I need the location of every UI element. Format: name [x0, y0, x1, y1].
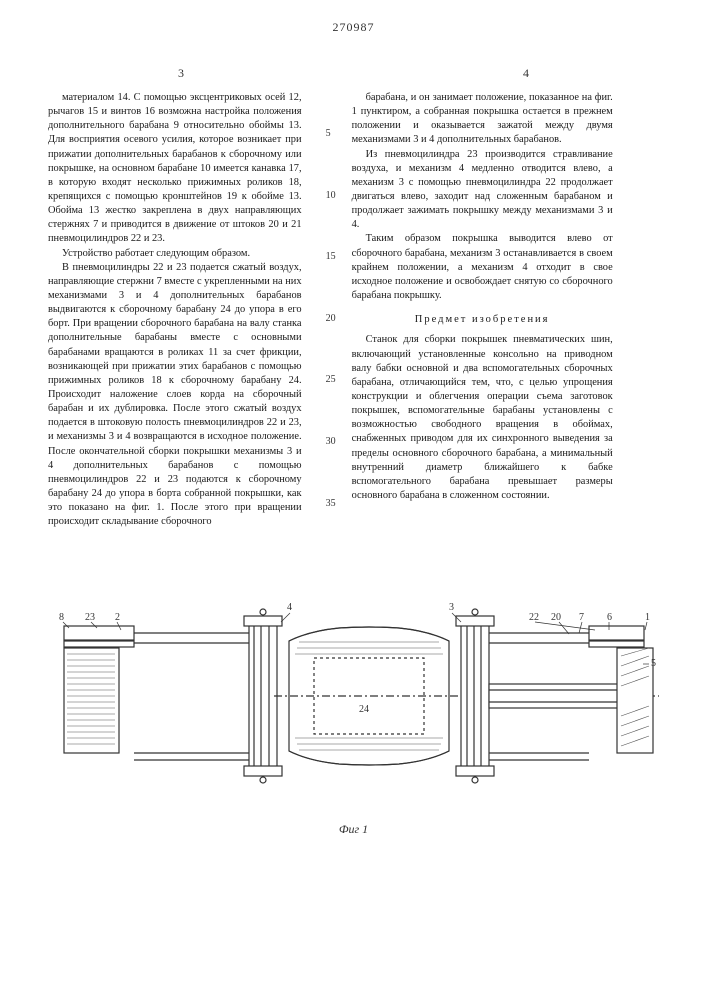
svg-text:22: 22	[529, 612, 539, 623]
svg-text:20: 20	[551, 612, 561, 623]
right-para-2: Из пневмоцилиндра 23 производится стравл…	[352, 148, 613, 233]
left-para-1: материалом 14. С помощью эксцентриковых …	[48, 91, 302, 247]
margin-line-numbers: 5 10 15 20 25 30 35	[326, 91, 344, 558]
svg-text:4: 4	[287, 602, 292, 613]
claim-paragraph: Станок для сборки покрышек пневматически…	[352, 333, 613, 503]
patent-page: 270987 3 4 материалом 14. С помощью эксц…	[0, 0, 707, 886]
page-header: 270987	[48, 18, 659, 36]
margin-num-10: 10	[326, 189, 344, 203]
left-column: материалом 14. С помощью эксцентриковых …	[48, 91, 302, 558]
margin-num-20: 20	[326, 312, 344, 326]
body-text-columns: материалом 14. С помощью эксцентриковых …	[48, 91, 659, 558]
margin-num-35: 35	[326, 497, 344, 511]
svg-text:8: 8	[59, 612, 64, 623]
right-column: 5 10 15 20 25 30 35 барабана, и он заним…	[326, 91, 613, 558]
right-column-text: барабана, и он занимает положение, показ…	[352, 91, 613, 558]
svg-text:5: 5	[651, 658, 656, 669]
margin-num-5: 5	[326, 127, 344, 141]
svg-text:3: 3	[449, 602, 454, 613]
figure-1-drawing: 8 23 2 4 3 24 22 20 7 6 1 5	[48, 586, 659, 816]
left-para-3: В пневмоцилиндры 22 и 23 подается сжатый…	[48, 261, 302, 530]
figure-1-caption: Фиг 1	[48, 822, 659, 837]
margin-num-30: 30	[326, 435, 344, 449]
right-para-3: Таким образом покрышка выводится влево о…	[352, 232, 613, 303]
margin-num-15: 15	[326, 250, 344, 264]
margin-num-25: 25	[326, 373, 344, 387]
svg-text:2: 2	[115, 612, 120, 623]
patent-number: 270987	[333, 20, 375, 34]
left-para-2: Устройство работает следующим образом.	[48, 247, 302, 261]
svg-text:7: 7	[579, 612, 584, 623]
col-number-left: 3	[178, 66, 184, 81]
right-para-1: барабана, и он занимает положение, показ…	[352, 91, 613, 148]
figure-caption-text: Фиг 1	[339, 822, 368, 836]
column-numbers-row: 3 4	[48, 66, 659, 81]
svg-text:23: 23	[85, 612, 95, 623]
claim-text: Станок для сборки покрышек пневматически…	[352, 334, 613, 501]
col-number-right: 4	[523, 66, 529, 81]
svg-text:24: 24	[359, 704, 369, 715]
svg-text:1: 1	[645, 612, 650, 623]
claims-section-title: Предмет изобретения	[352, 313, 613, 327]
svg-text:6: 6	[607, 612, 612, 623]
figure-1-area: 8 23 2 4 3 24 22 20 7 6 1 5	[48, 586, 659, 866]
